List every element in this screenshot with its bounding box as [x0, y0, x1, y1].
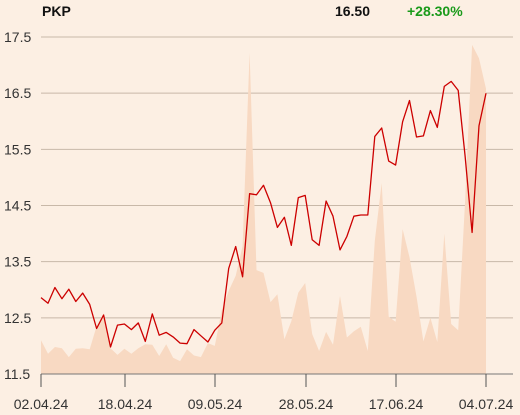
ticker-symbol: PKP — [42, 3, 71, 19]
x-tick-label: 09.05.24 — [188, 396, 243, 412]
y-tick-label: 13.5 — [4, 254, 31, 270]
grid-lines — [41, 36, 513, 319]
y-tick-label: 15.5 — [4, 141, 31, 157]
x-tick-label: 18.04.24 — [98, 396, 153, 412]
y-tick-label: 12.5 — [4, 310, 31, 326]
volume-area-group — [41, 44, 486, 375]
x-tick-label: 17.06.24 — [369, 396, 424, 412]
y-tick-label: 11.5 — [4, 366, 30, 382]
price-line — [40, 80, 487, 348]
volume-area — [41, 44, 486, 375]
price-change: +28.30% — [407, 3, 463, 19]
last-price: 16.50 — [334, 3, 370, 19]
x-tick-label: 04.07.24 — [459, 396, 514, 412]
price-line-group — [40, 80, 487, 348]
y-tick-label: 16.5 — [4, 85, 31, 101]
y-tick-label: 14.5 — [4, 198, 31, 214]
x-tick-label: 02.04.24 — [14, 396, 69, 412]
x-axis-ticks: 02.04.24 18.04.24 09.05.24 28.05.24 17.06.24… — [14, 374, 514, 412]
y-tick-label: 17.5 — [4, 29, 31, 45]
chart-header: PKP 16.50 +28.30% — [0, 0, 520, 22]
y-axis-ticks: 17.5 16.5 15.5 14.5 13.5 12.5 11.5 — [4, 29, 31, 382]
x-tick-label: 28.05.24 — [279, 396, 334, 412]
